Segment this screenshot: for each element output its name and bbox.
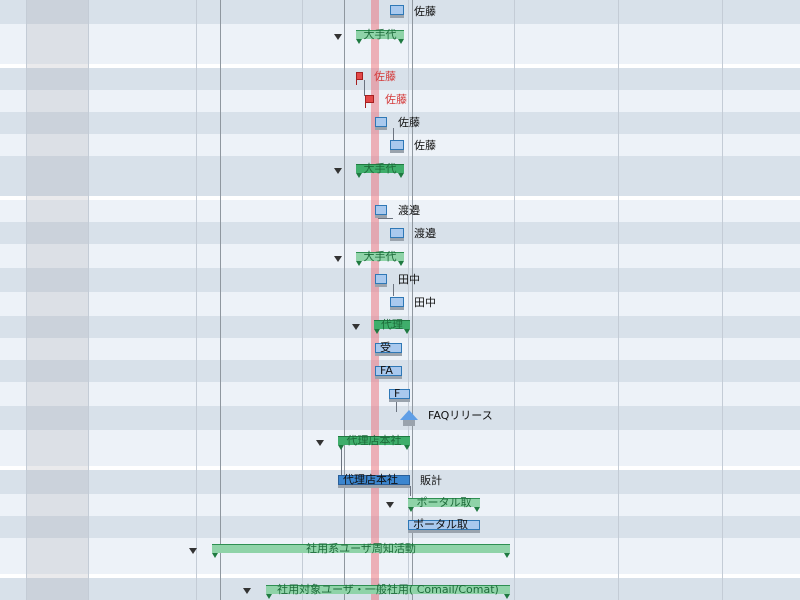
milestone-icon[interactable] bbox=[400, 410, 418, 426]
summary-label: 社用系ユーザ周知活動 bbox=[306, 542, 416, 555]
dependency-arrow bbox=[396, 398, 397, 412]
summary-bar[interactable]: 代理 bbox=[374, 318, 410, 334]
summary-label: 代理 bbox=[381, 318, 403, 331]
grid-line bbox=[302, 0, 303, 600]
task-bar[interactable]: ポータル取 bbox=[408, 518, 480, 533]
assignee-label: 田中 bbox=[398, 273, 420, 286]
grid-line bbox=[412, 0, 413, 600]
grid-line bbox=[408, 0, 409, 600]
assignee-label: 田中 bbox=[414, 296, 436, 309]
summary-bar[interactable]: 大手代 bbox=[356, 250, 404, 266]
grid-line bbox=[514, 0, 515, 600]
grid-line bbox=[722, 0, 723, 600]
summary-bar[interactable]: 社用系ユーザ周知活動 bbox=[212, 542, 510, 558]
assignee-label: 販計 bbox=[420, 474, 442, 487]
task-label: FA bbox=[380, 364, 393, 377]
row-gap bbox=[0, 574, 800, 578]
assignee-label: 佐藤 bbox=[414, 5, 436, 18]
task-bar[interactable]: 受 bbox=[375, 341, 402, 356]
collapse-toggle-icon[interactable] bbox=[386, 502, 394, 508]
task-bar[interactable] bbox=[390, 297, 404, 310]
task-bar[interactable] bbox=[375, 205, 387, 218]
task-bar[interactable] bbox=[375, 117, 387, 130]
collapse-toggle-icon[interactable] bbox=[334, 34, 342, 40]
dependency-arrow bbox=[341, 444, 342, 476]
assignee-label: 佐藤 bbox=[385, 93, 407, 106]
task-bar[interactable]: 代理店本社 bbox=[338, 473, 410, 488]
grid-line bbox=[196, 0, 197, 600]
grid-line bbox=[26, 0, 27, 600]
task-label: ポータル取 bbox=[413, 518, 468, 531]
assignee-label: 渡邉 bbox=[414, 227, 436, 240]
dependency-arrow bbox=[393, 284, 394, 296]
dependency-arrow bbox=[393, 128, 394, 140]
row-stripe bbox=[0, 200, 800, 222]
collapse-toggle-icon[interactable] bbox=[352, 324, 360, 330]
grid-line bbox=[344, 0, 345, 600]
collapse-toggle-icon[interactable] bbox=[316, 440, 324, 446]
dependency-arrow bbox=[364, 80, 365, 96]
task-bar[interactable] bbox=[390, 228, 404, 241]
task-bar[interactable]: F bbox=[389, 387, 410, 402]
grid-line bbox=[220, 0, 221, 600]
row-stripe bbox=[0, 112, 800, 134]
today-marker bbox=[371, 0, 379, 600]
summary-bar[interactable]: 大手代 bbox=[356, 162, 404, 178]
summary-bar[interactable]: 代理店本社 bbox=[338, 434, 410, 450]
summary-bar[interactable]: 社用対象ユーザ・一般社用( Comail/Comat) bbox=[266, 583, 510, 599]
task-bar[interactable] bbox=[390, 140, 404, 153]
row-stripe bbox=[0, 68, 800, 90]
collapse-toggle-icon[interactable] bbox=[334, 256, 342, 262]
assignee-label: 佐藤 bbox=[414, 139, 436, 152]
row-gap bbox=[0, 466, 800, 470]
collapse-toggle-icon[interactable] bbox=[189, 548, 197, 554]
row-gap bbox=[0, 196, 800, 200]
milestone-label: FAQリリース bbox=[428, 409, 493, 422]
task-bar[interactable] bbox=[390, 5, 404, 18]
task-label: 代理店本社 bbox=[343, 473, 398, 486]
summary-bar[interactable]: ポータル取 bbox=[408, 496, 480, 512]
summary-label: 大手代 bbox=[363, 162, 397, 175]
summary-label: 大手代 bbox=[363, 28, 397, 41]
grid-line bbox=[618, 0, 619, 600]
dependency-arrow bbox=[410, 486, 411, 496]
task-label: 受 bbox=[380, 341, 391, 354]
task-bar[interactable]: FA bbox=[375, 364, 402, 379]
task-bar[interactable] bbox=[375, 274, 387, 287]
flag-icon[interactable] bbox=[356, 72, 363, 85]
row-stripe bbox=[0, 516, 800, 538]
summary-label: 社用対象ユーザ・一般社用( Comail/Comat) bbox=[277, 583, 499, 596]
summary-bar[interactable]: 大手代 bbox=[356, 28, 404, 44]
summary-label: 代理店本社 bbox=[346, 434, 402, 447]
collapse-toggle-icon[interactable] bbox=[334, 168, 342, 174]
row-gap bbox=[0, 64, 800, 68]
assignee-label: 佐藤 bbox=[374, 70, 396, 83]
assignee-label: 佐藤 bbox=[398, 116, 420, 129]
row-stripe bbox=[0, 494, 800, 516]
row-stripe bbox=[0, 90, 800, 112]
assignee-label: 渡邉 bbox=[398, 204, 420, 217]
flag-icon[interactable] bbox=[365, 95, 374, 108]
summary-label: ポータル取 bbox=[416, 496, 472, 509]
grid-line bbox=[88, 0, 89, 600]
summary-label: 大手代 bbox=[363, 250, 397, 263]
weekend-column bbox=[26, 0, 88, 600]
row-stripe bbox=[0, 268, 800, 292]
dependency-arrow bbox=[378, 218, 393, 219]
task-label: F bbox=[394, 387, 401, 400]
collapse-toggle-icon[interactable] bbox=[243, 588, 251, 594]
